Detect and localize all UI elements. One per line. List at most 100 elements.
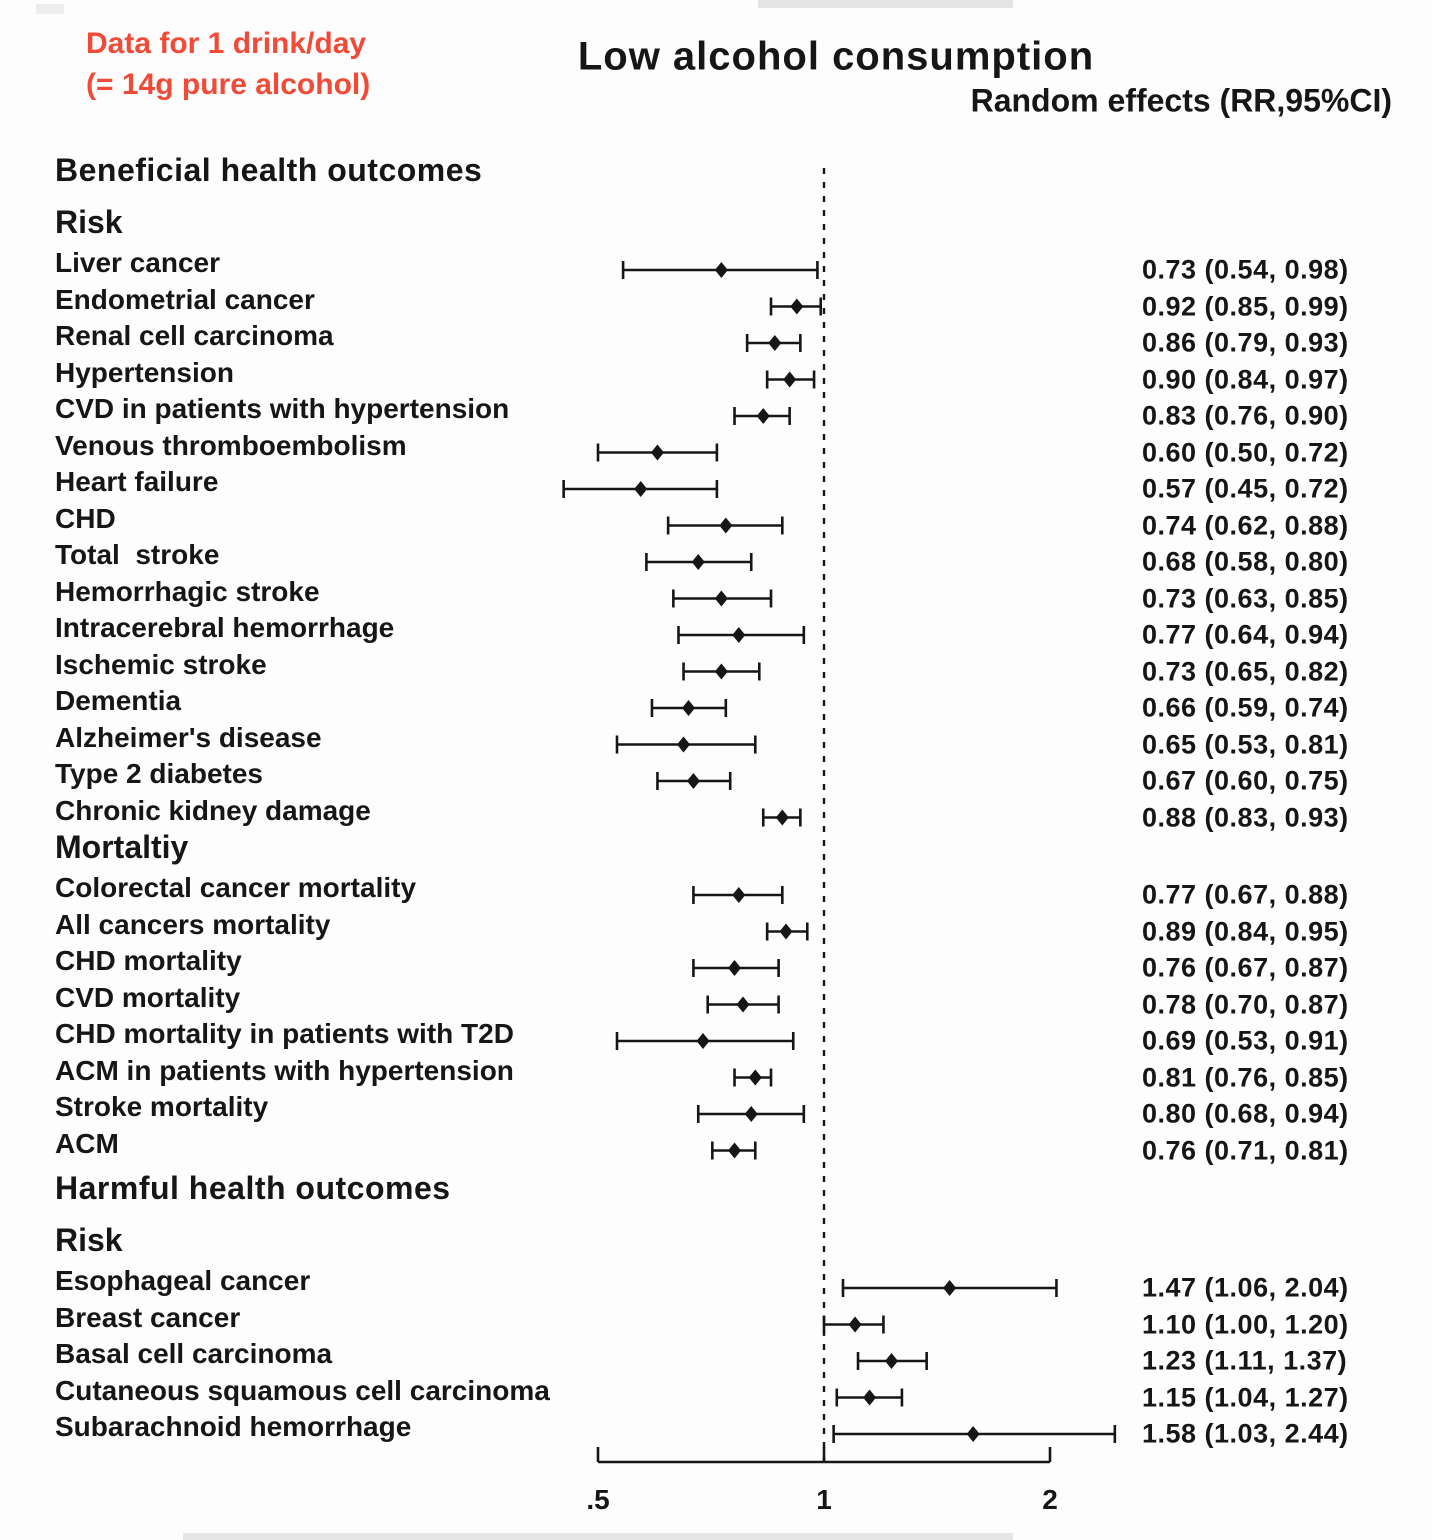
outcome-label: Esophageal cancer bbox=[55, 1265, 311, 1296]
section-header: Harmful health outcomes bbox=[55, 1170, 451, 1206]
video-artifact-bottom bbox=[183, 1533, 1013, 1540]
outcome-label: Breast cancer bbox=[55, 1301, 241, 1333]
outcome-label: Stroke mortality bbox=[55, 1091, 269, 1122]
video-artifact-corner bbox=[36, 4, 64, 14]
point-estimate-diamond bbox=[848, 1316, 862, 1333]
outcome-label: CHD mortality in patients with T2D bbox=[55, 1018, 514, 1049]
outcome-label: Cutaneous squamous cell carcinoma bbox=[55, 1374, 550, 1406]
rr-value: 0.90 (0.84, 0.97) bbox=[1142, 364, 1349, 394]
annotation-line2: (= 14g pure alcohol) bbox=[86, 67, 371, 101]
point-estimate-diamond bbox=[732, 627, 746, 643]
point-estimate-diamond bbox=[863, 1389, 877, 1406]
rr-value: 0.66 (0.59, 0.74) bbox=[1142, 692, 1349, 723]
outcome-label: CVD mortality bbox=[55, 981, 241, 1013]
point-estimate-diamond bbox=[966, 1426, 980, 1442]
rr-value: 0.73 (0.54, 0.98) bbox=[1142, 254, 1349, 285]
outcome-label: Endometrial cancer bbox=[55, 283, 315, 315]
point-estimate-diamond bbox=[884, 1353, 898, 1369]
rr-value: 0.86 (0.79, 0.93) bbox=[1142, 327, 1349, 358]
rr-value: 0.78 (0.70, 0.87) bbox=[1142, 989, 1349, 1019]
rr-value: 1.58 (1.03, 2.44) bbox=[1142, 1418, 1349, 1449]
subsection-header: Risk bbox=[55, 1222, 123, 1258]
outcome-label: CVD in patients with hypertension bbox=[55, 393, 510, 424]
rr-value: 0.83 (0.76, 0.90) bbox=[1142, 400, 1349, 431]
point-estimate-diamond bbox=[732, 887, 746, 903]
point-estimate-diamond bbox=[728, 960, 742, 976]
point-estimate-diamond bbox=[677, 736, 691, 753]
outcome-label: CHD mortality bbox=[55, 945, 242, 976]
x-axis-tick-label: 2 bbox=[1042, 1484, 1058, 1515]
rr-value: 1.47 (1.06, 2.04) bbox=[1142, 1272, 1349, 1303]
outcome-label: Renal cell carcinoma bbox=[55, 320, 334, 351]
rr-value: 0.89 (0.84, 0.95) bbox=[1142, 916, 1349, 946]
outcome-label: Dementia bbox=[55, 685, 182, 716]
point-estimate-diamond bbox=[775, 809, 789, 826]
point-estimate-diamond bbox=[790, 298, 804, 315]
outcome-label: Subarachnoid hemorrhage bbox=[55, 1411, 412, 1442]
outcome-label: Heart failure bbox=[55, 466, 219, 497]
outcome-label: Hemorrhagic stroke bbox=[55, 575, 320, 607]
point-estimate-diamond bbox=[719, 517, 733, 534]
rr-value: 0.77 (0.64, 0.94) bbox=[1142, 619, 1349, 650]
rr-value: 1.10 (1.00, 1.20) bbox=[1142, 1309, 1349, 1339]
rr-value: 0.69 (0.53, 0.91) bbox=[1142, 1025, 1349, 1056]
point-estimate-diamond bbox=[728, 1142, 742, 1159]
point-estimate-diamond bbox=[768, 335, 782, 351]
rr-value: 0.68 (0.58, 0.80) bbox=[1142, 546, 1349, 577]
section-header: Beneficial health outcomes bbox=[55, 152, 483, 188]
rr-value: 0.92 (0.85, 0.99) bbox=[1142, 291, 1349, 321]
rr-value: 0.65 (0.53, 0.81) bbox=[1142, 729, 1349, 759]
outcome-label: Liver cancer bbox=[55, 247, 220, 278]
outcome-label: Ischemic stroke bbox=[55, 648, 267, 680]
point-estimate-diamond bbox=[744, 1106, 758, 1122]
point-estimate-diamond bbox=[714, 590, 728, 607]
outcome-label: Hypertension bbox=[55, 356, 234, 388]
rr-value: 0.73 (0.65, 0.82) bbox=[1142, 656, 1349, 686]
rr-value: 0.60 (0.50, 0.72) bbox=[1142, 437, 1349, 467]
outcome-label: Colorectal cancer mortality bbox=[55, 872, 417, 903]
rr-value: 0.73 (0.63, 0.85) bbox=[1142, 583, 1349, 613]
point-estimate-diamond bbox=[650, 444, 664, 461]
point-estimate-diamond bbox=[682, 700, 696, 716]
outcome-label: ACM bbox=[55, 1127, 119, 1159]
outcome-label: Intracerebral hemorrhage bbox=[55, 612, 395, 643]
outcome-label: All cancers mortality bbox=[55, 908, 331, 940]
rr-value: 0.57 (0.45, 0.72) bbox=[1142, 473, 1349, 504]
outcome-label: Basal cell carcinoma bbox=[55, 1338, 333, 1369]
point-estimate-diamond bbox=[736, 996, 750, 1013]
rr-value: 0.88 (0.83, 0.93) bbox=[1142, 802, 1349, 832]
rr-value: 0.76 (0.67, 0.87) bbox=[1142, 952, 1349, 983]
outcome-label: Type 2 diabetes bbox=[55, 758, 264, 789]
outcome-label: CHD bbox=[55, 502, 116, 534]
outcome-label: Chronic kidney damage bbox=[55, 794, 371, 826]
point-estimate-diamond bbox=[634, 481, 648, 497]
rr-value: 0.74 (0.62, 0.88) bbox=[1142, 510, 1349, 540]
point-estimate-diamond bbox=[714, 663, 728, 680]
point-estimate-diamond bbox=[943, 1280, 957, 1296]
rr-value: 0.67 (0.60, 0.75) bbox=[1142, 765, 1349, 796]
point-estimate-diamond bbox=[779, 923, 793, 940]
rr-value: 1.23 (1.11, 1.37) bbox=[1142, 1345, 1348, 1376]
point-estimate-diamond bbox=[691, 554, 705, 570]
outcome-label: Alzheimer's disease bbox=[55, 721, 322, 753]
point-estimate-diamond bbox=[714, 262, 728, 278]
rr-value: 0.77 (0.67, 0.88) bbox=[1142, 879, 1349, 910]
point-estimate-diamond bbox=[783, 371, 797, 388]
outcome-label: ACM in patients with hypertension bbox=[55, 1054, 514, 1086]
subsection-header: Risk bbox=[55, 204, 123, 240]
subsection-header: Mortaltiy bbox=[55, 829, 189, 865]
point-estimate-diamond bbox=[686, 773, 700, 789]
x-axis-tick-label: 1 bbox=[816, 1484, 832, 1515]
outcome-label: Venous thromboembolism bbox=[55, 429, 407, 461]
chart-subtitle: Random effects (RR,95%CI) bbox=[970, 82, 1392, 119]
rr-value: 0.81 (0.76, 0.85) bbox=[1142, 1062, 1349, 1092]
outcome-label: Total stroke bbox=[55, 539, 220, 570]
point-estimate-diamond bbox=[756, 408, 770, 424]
annotation-line1: Data for 1 drink/day bbox=[86, 27, 367, 60]
x-axis-tick-label: .5 bbox=[586, 1484, 610, 1515]
chart-title: Low alcohol consumption bbox=[577, 34, 1095, 79]
annotation-note: Data for 1 drink/day (= 14g pure alcohol) bbox=[86, 24, 370, 105]
point-estimate-diamond bbox=[696, 1033, 710, 1049]
